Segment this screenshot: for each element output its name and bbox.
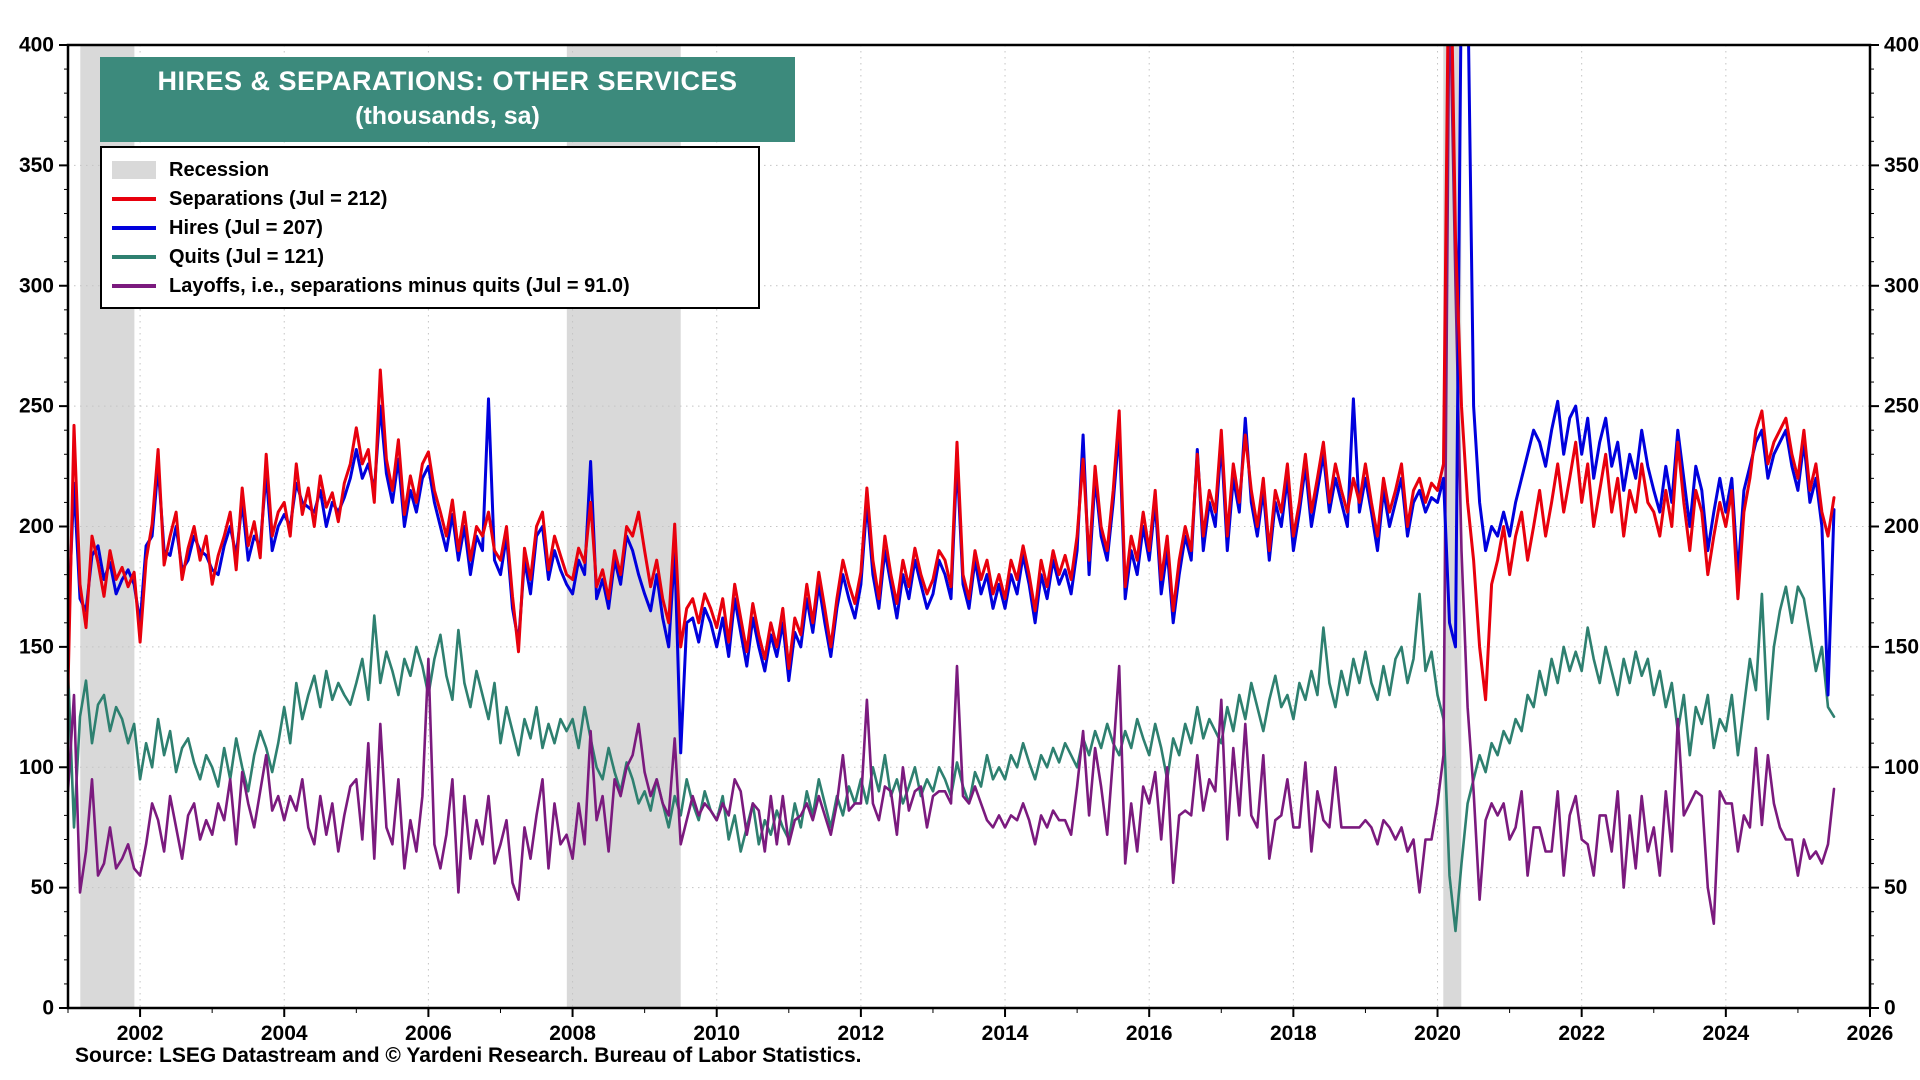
y-axis-label-left: 200 — [19, 515, 54, 538]
y-axis-label-left: 300 — [19, 274, 54, 297]
legend-swatch-quits — [112, 254, 156, 259]
legend-item-recession: Recession — [112, 155, 748, 184]
x-axis-label: 2026 — [1847, 1022, 1894, 1045]
legend-swatch-layoffs — [112, 283, 156, 288]
y-axis-label-left: 400 — [19, 34, 54, 57]
x-axis-label: 2018 — [1270, 1022, 1317, 1045]
x-axis-label: 2020 — [1414, 1022, 1461, 1045]
y-axis-label-left: 100 — [19, 756, 54, 779]
chart-subtitle: (thousands, sa) — [355, 102, 540, 130]
y-axis-label-right: 350 — [1884, 154, 1919, 177]
series-line-hires — [68, 45, 1836, 755]
series-line-separations — [68, 45, 1836, 702]
legend-item-separations: Separations (Jul = 212) — [112, 184, 748, 213]
chart-title: HIRES & SEPARATIONS: OTHER SERVICES — [157, 66, 738, 96]
x-axis-label: 2006 — [405, 1022, 452, 1045]
y-axis-label-right: 250 — [1884, 395, 1919, 418]
legend-label-separations: Separations (Jul = 212) — [169, 187, 388, 210]
x-axis-label: 2004 — [261, 1022, 308, 1045]
series-line-layoffs — [68, 45, 1836, 926]
series-line-quits — [68, 585, 1836, 933]
y-axis-label-right: 300 — [1884, 274, 1919, 297]
x-axis-label: 2012 — [838, 1022, 885, 1045]
y-axis-label-right: 150 — [1884, 635, 1919, 658]
legend-item-hires: Hires (Jul = 207) — [112, 213, 748, 242]
x-axis-label: 2008 — [549, 1022, 596, 1045]
y-axis-label-left: 250 — [19, 395, 54, 418]
y-axis-label-right: 100 — [1884, 756, 1919, 779]
legend-swatch-hires — [112, 225, 156, 230]
legend-label-layoffs: Layoffs, i.e., separations minus quits (… — [169, 274, 630, 297]
x-axis-label: 2010 — [693, 1022, 740, 1045]
x-axis-label: 2014 — [982, 1022, 1029, 1045]
x-axis-label: 2022 — [1558, 1022, 1605, 1045]
y-axis-label-left: 150 — [19, 635, 54, 658]
legend-label-recession: Recession — [169, 158, 270, 181]
legend-swatch-recession — [112, 160, 156, 179]
y-axis-label-right: 400 — [1884, 34, 1919, 57]
x-axis-label: 2002 — [117, 1022, 164, 1045]
y-axis-label-right: 0 — [1884, 997, 1896, 1020]
legend-label-quits: Quits (Jul = 121) — [169, 245, 325, 268]
y-axis-label-left: 350 — [19, 154, 54, 177]
source-note: Source: LSEG Datastream and © Yardeni Re… — [75, 1044, 862, 1067]
y-axis-label-left: 0 — [42, 997, 54, 1020]
y-axis-label-right: 200 — [1884, 515, 1919, 538]
chart-title-box: HIRES & SEPARATIONS: OTHER SERVICES (tho… — [100, 57, 795, 142]
legend-item-layoffs: Layoffs, i.e., separations minus quits (… — [112, 271, 748, 300]
y-axis-label-left: 50 — [31, 876, 54, 899]
x-axis-label: 2016 — [1126, 1022, 1173, 1045]
x-axis-label: 2024 — [1702, 1022, 1749, 1045]
axis-ticks-labels: 0 0 50 50 100 100 150 150 200 200 250 250 300 300 350 3… — [19, 34, 1919, 1046]
legend: Recession Separations (Jul = 212) Hires (J… — [100, 146, 760, 309]
legend-label-hires: Hires (Jul = 207) — [169, 216, 323, 239]
y-axis-label-right: 50 — [1884, 876, 1907, 899]
legend-swatch-separations — [112, 196, 156, 201]
legend-item-quits: Quits (Jul = 121) — [112, 242, 748, 271]
